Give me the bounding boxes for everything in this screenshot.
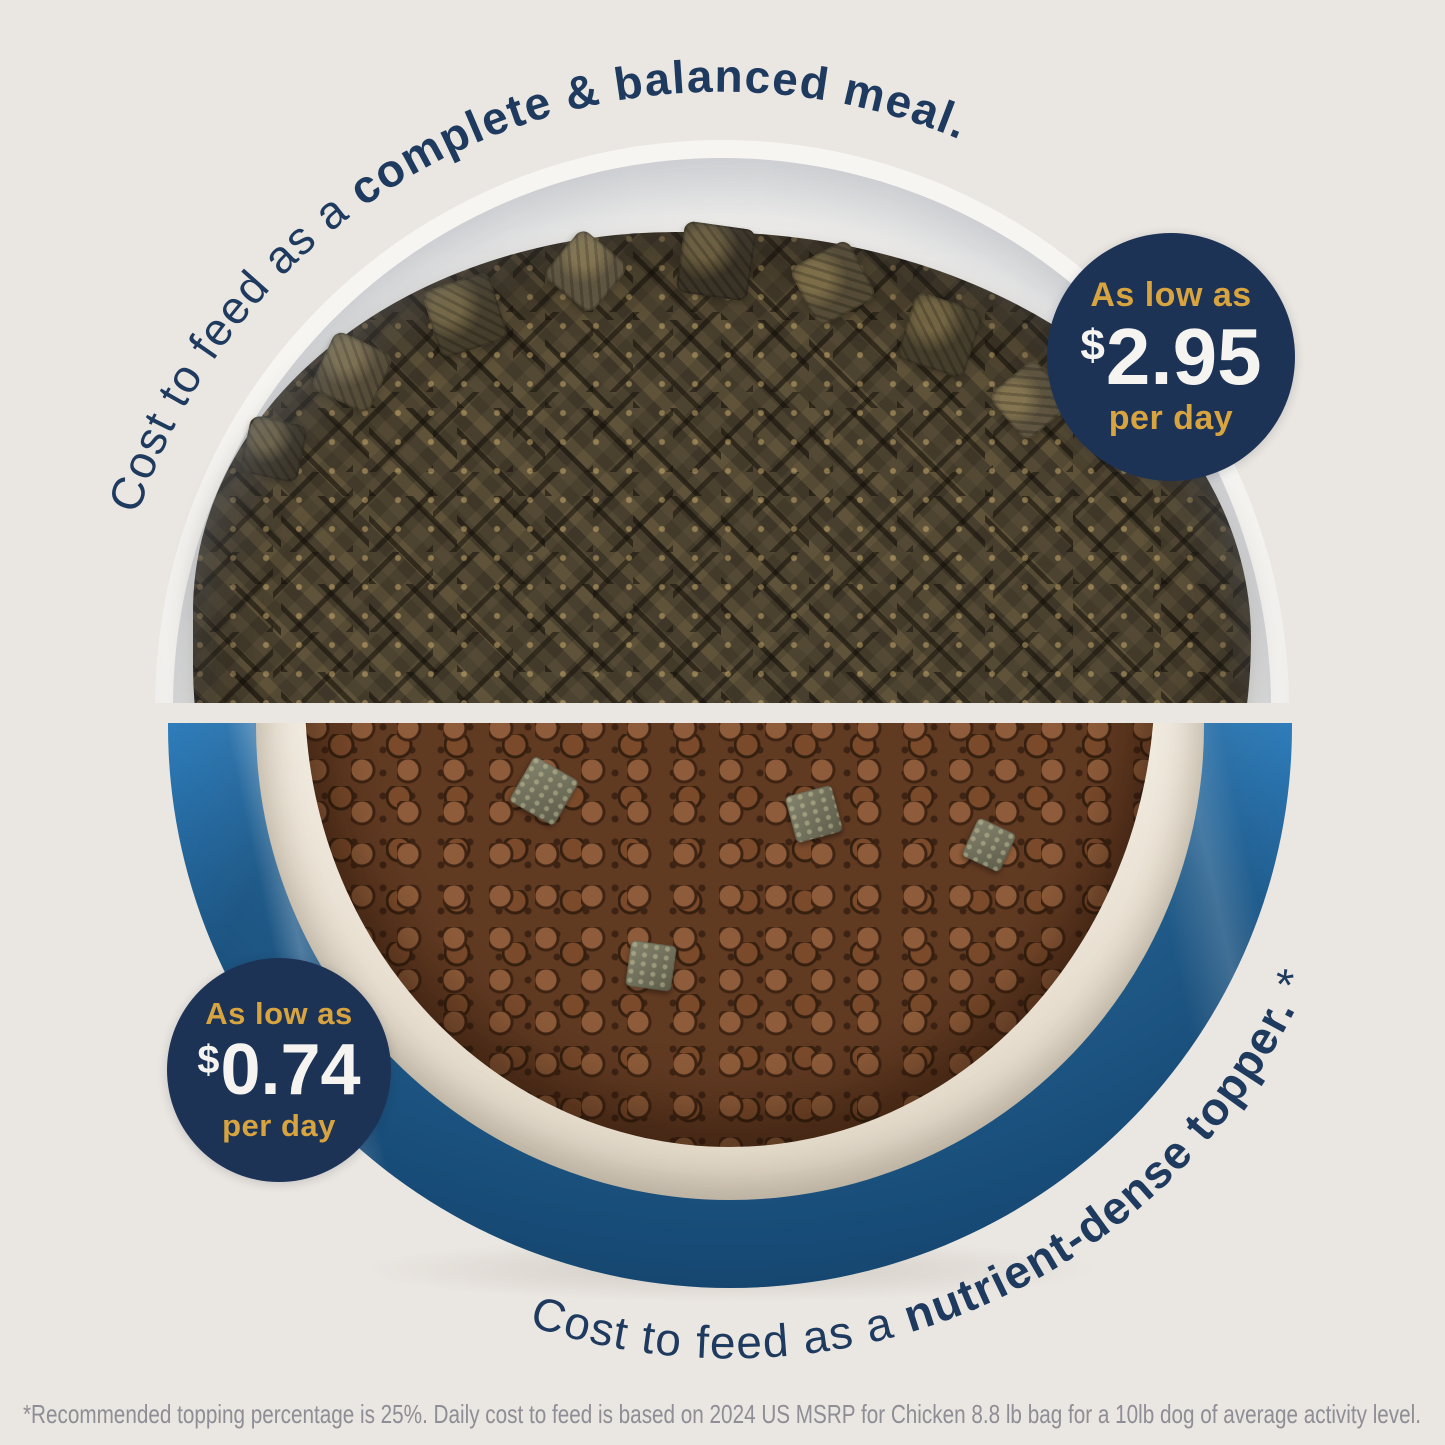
freeze-dried-chunk (239, 414, 309, 484)
footnote: *Recommended topping percentage is 25%. … (23, 1399, 1421, 1429)
badge-amount: $2.95 (1080, 317, 1261, 397)
freeze-dried-chunk (895, 290, 985, 380)
topper-price-badge: As low as $0.74 per day (167, 958, 391, 1182)
topper-piece (961, 817, 1017, 873)
topper-piece (784, 784, 843, 844)
currency-symbol: $ (1080, 321, 1105, 370)
badge-amount: $0.74 (197, 1034, 360, 1106)
freeze-dried-chunk (542, 227, 630, 315)
topper-piece (625, 940, 677, 992)
freeze-dried-chunk (309, 329, 395, 415)
currency-symbol: $ (197, 1038, 220, 1082)
badge-suffix: per day (1108, 399, 1234, 437)
freeze-dried-chunk (675, 220, 757, 302)
freeze-dried-chunk (420, 270, 510, 360)
price-value: 2.95 (1105, 312, 1262, 401)
freeze-dried-chunk (788, 238, 878, 328)
badge-prefix: As low as (1090, 275, 1252, 314)
badge-suffix: per day (222, 1108, 336, 1143)
meal-price-badge: As low as $2.95 per day (1047, 233, 1295, 481)
badge-prefix: As low as (205, 996, 353, 1032)
topper-piece (507, 754, 580, 827)
price-value: 0.74 (220, 1030, 361, 1110)
